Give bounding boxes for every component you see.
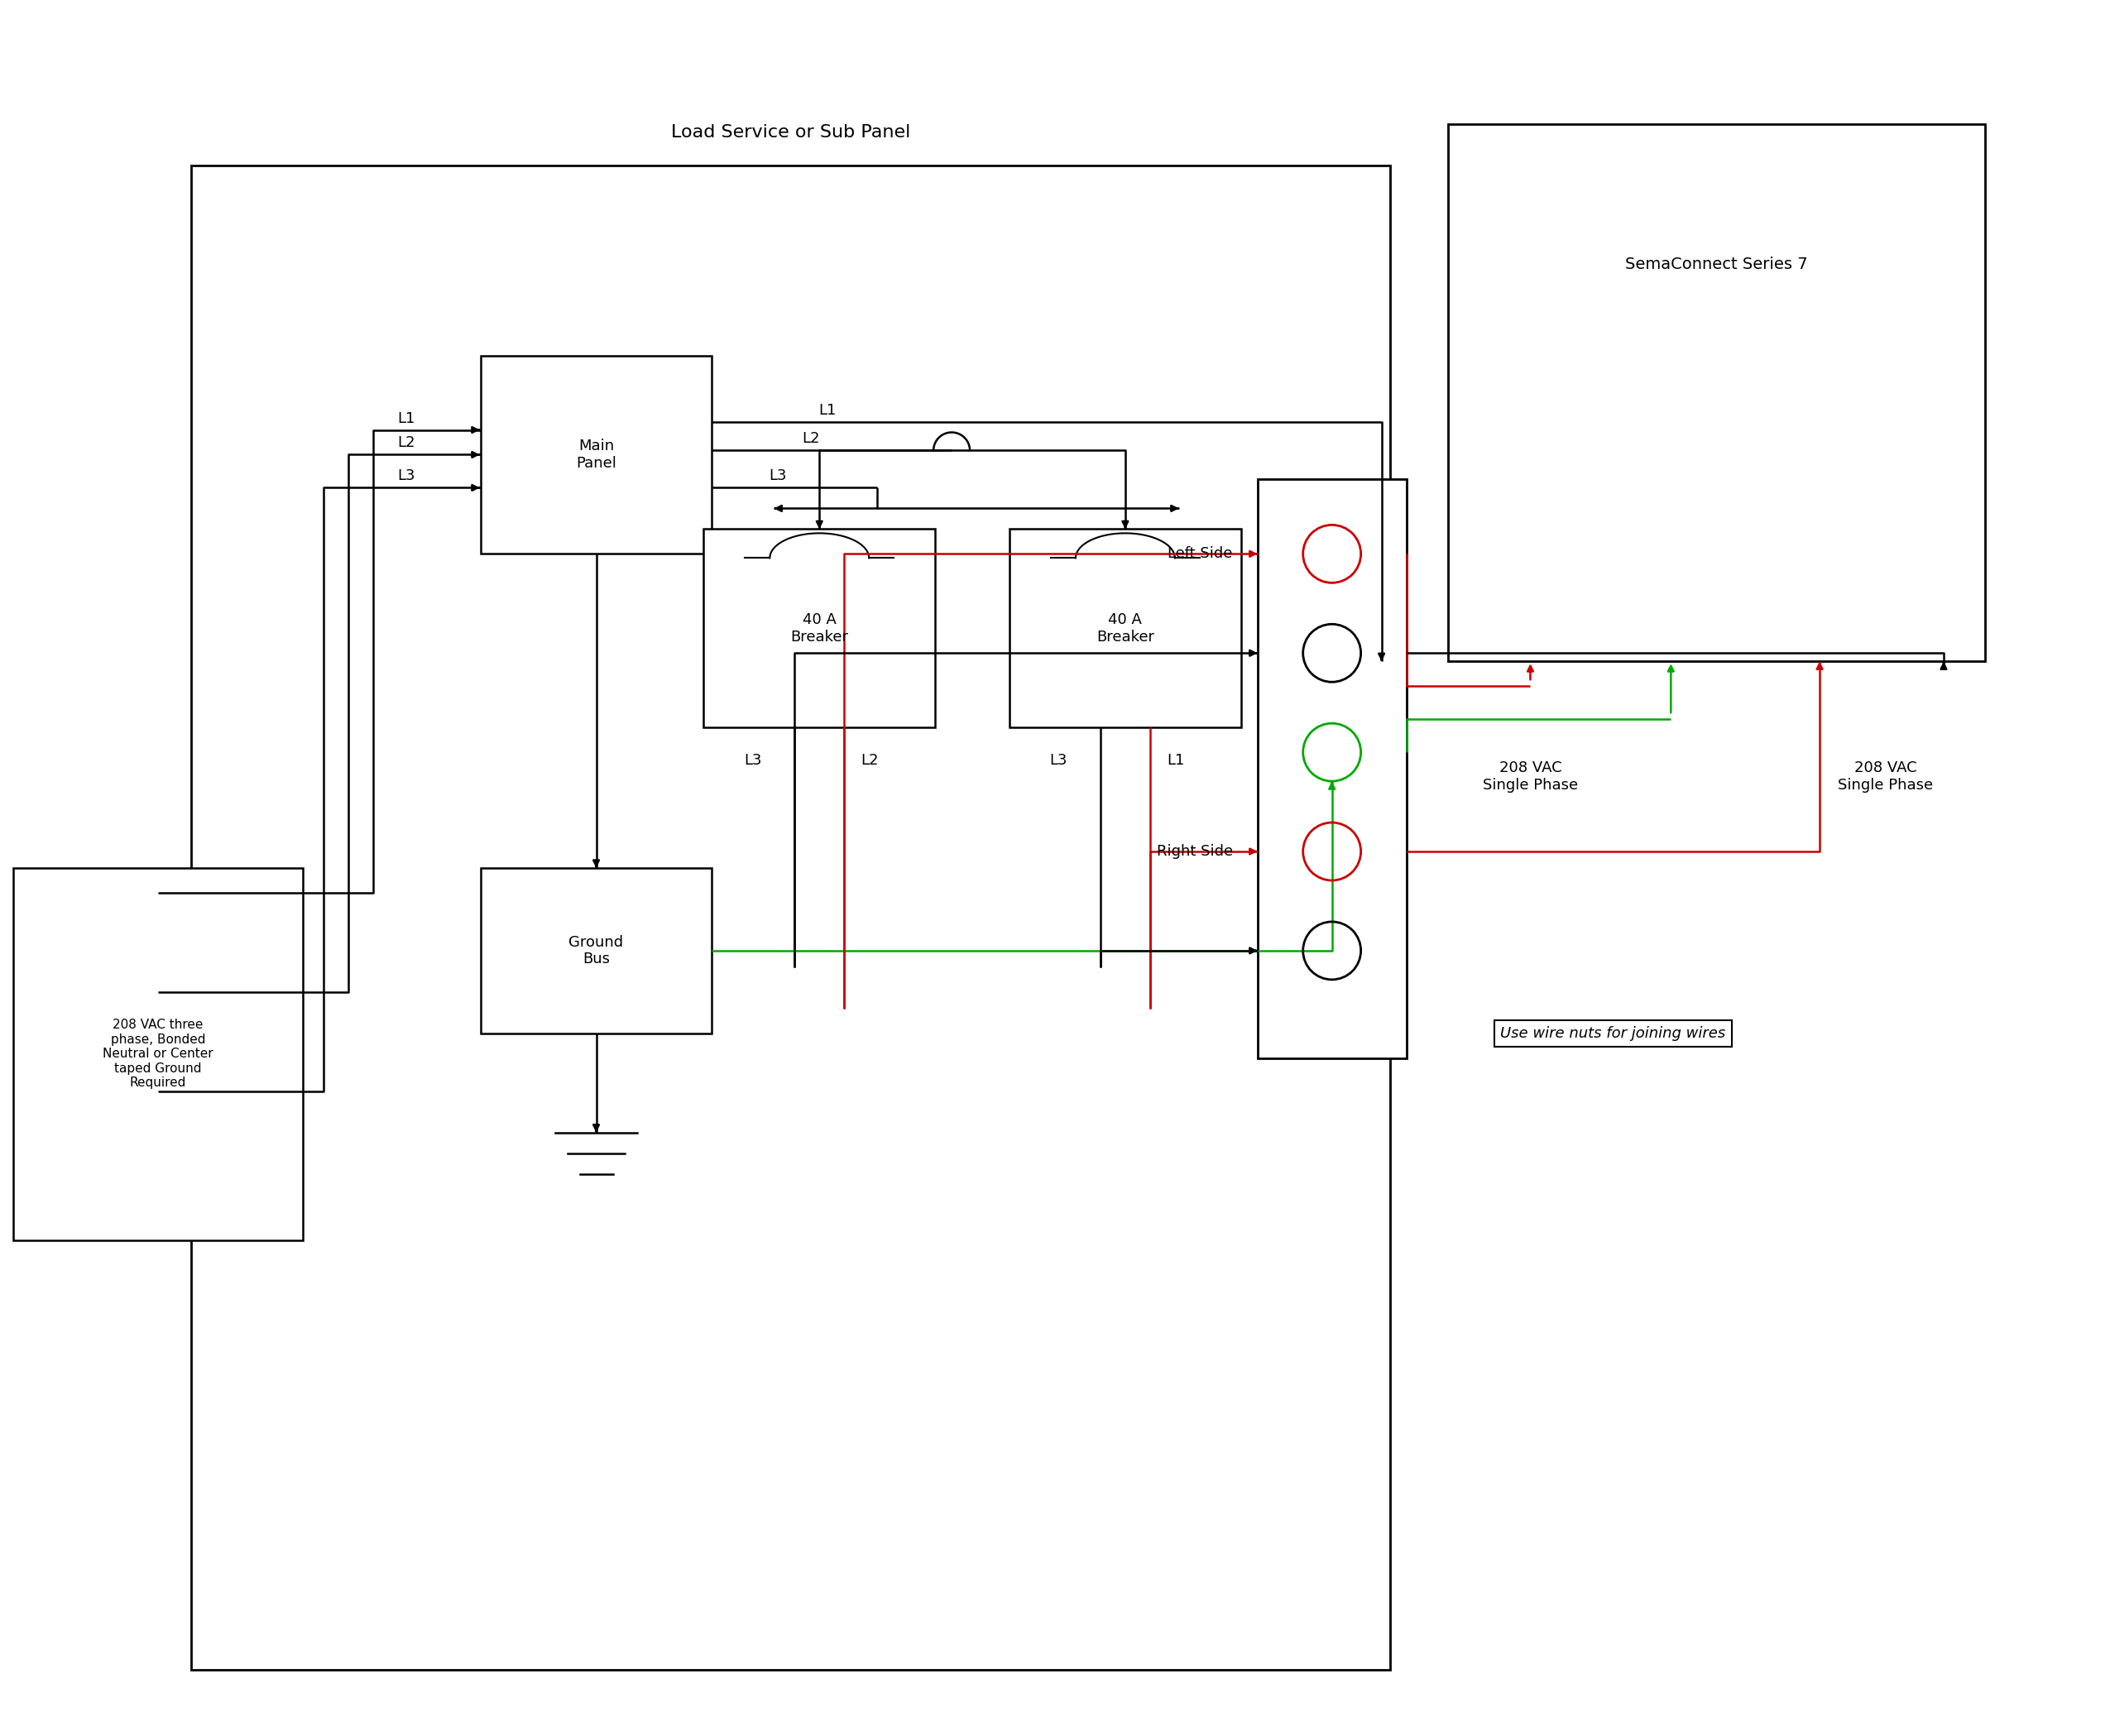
Text: L1: L1 bbox=[819, 403, 836, 417]
Text: L2: L2 bbox=[861, 753, 878, 767]
FancyBboxPatch shape bbox=[703, 529, 935, 727]
Text: 208 VAC three
phase, Bonded
Neutral or Center
taped Ground
Required: 208 VAC three phase, Bonded Neutral or C… bbox=[103, 1019, 213, 1088]
Text: Use wire nuts for joining wires: Use wire nuts for joining wires bbox=[1500, 1026, 1726, 1042]
Text: 208 VAC
Single Phase: 208 VAC Single Phase bbox=[1483, 760, 1578, 793]
Text: SemaConnect Series 7: SemaConnect Series 7 bbox=[1625, 257, 1808, 273]
Text: Ground
Bus: Ground Bus bbox=[570, 934, 625, 967]
Text: L1: L1 bbox=[397, 411, 416, 425]
FancyBboxPatch shape bbox=[13, 868, 302, 1240]
Text: 40 A
Breaker: 40 A Breaker bbox=[1097, 613, 1154, 644]
FancyBboxPatch shape bbox=[1258, 479, 1407, 1059]
Text: Right Side: Right Side bbox=[1156, 844, 1232, 859]
Text: Load Service or Sub Panel: Load Service or Sub Panel bbox=[671, 123, 909, 141]
Text: L3: L3 bbox=[743, 753, 762, 767]
Text: Main
Panel: Main Panel bbox=[576, 439, 616, 470]
FancyBboxPatch shape bbox=[481, 356, 711, 554]
FancyBboxPatch shape bbox=[1009, 529, 1241, 727]
Text: L3: L3 bbox=[397, 469, 416, 484]
Text: Left Side: Left Side bbox=[1167, 547, 1232, 561]
Text: L1: L1 bbox=[1167, 753, 1184, 767]
FancyBboxPatch shape bbox=[192, 165, 1390, 1670]
Text: 208 VAC
Single Phase: 208 VAC Single Phase bbox=[1838, 760, 1933, 793]
FancyBboxPatch shape bbox=[481, 868, 711, 1033]
Text: L2: L2 bbox=[397, 436, 416, 451]
Text: L2: L2 bbox=[802, 432, 821, 446]
Text: 40 A
Breaker: 40 A Breaker bbox=[791, 613, 848, 644]
FancyBboxPatch shape bbox=[1447, 123, 1986, 661]
Text: L3: L3 bbox=[1049, 753, 1068, 767]
Text: L3: L3 bbox=[770, 469, 787, 484]
